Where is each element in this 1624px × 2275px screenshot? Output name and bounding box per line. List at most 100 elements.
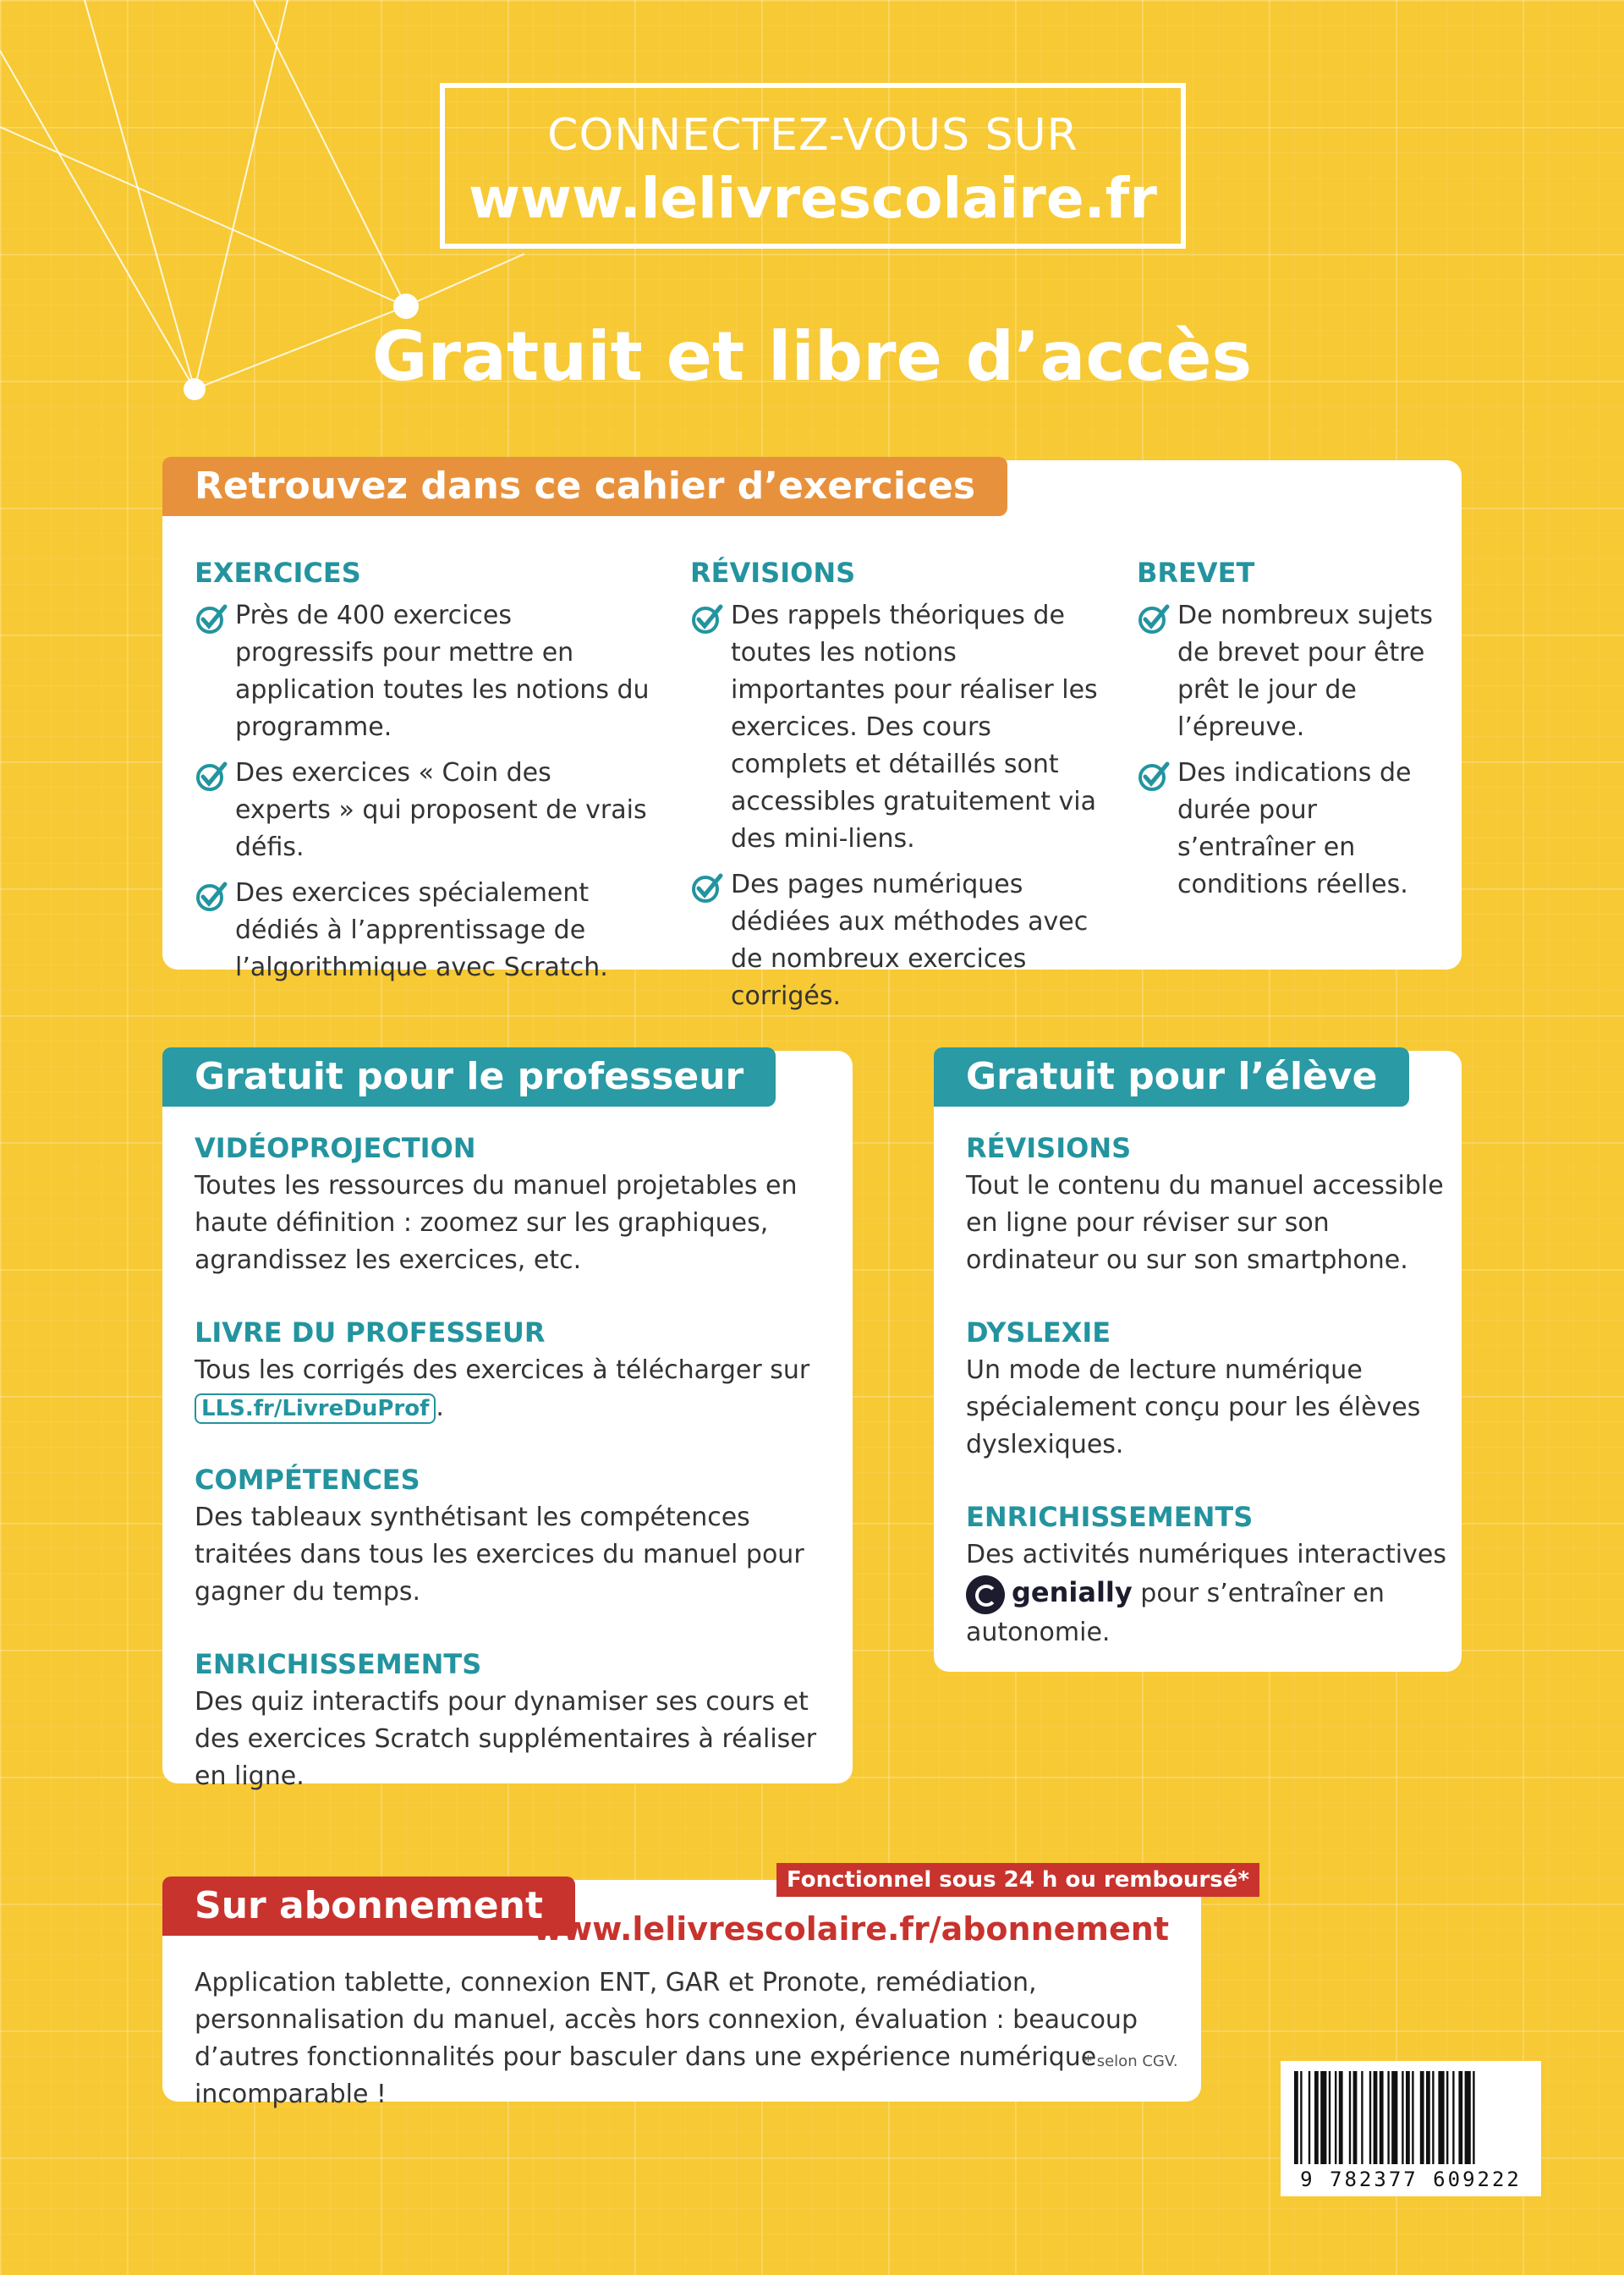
column-heading: BREVET bbox=[1137, 557, 1255, 589]
website-link[interactable]: www.lelivrescolaire.fr bbox=[469, 166, 1157, 231]
column-exercices: EXERCICES Près de 400 exercices progress… bbox=[195, 557, 651, 995]
section-text: Des quiz interactifs pour dynamiser ses … bbox=[195, 1687, 817, 1791]
cahier-tag: Retrouvez dans ce cahier d’exercices bbox=[162, 457, 1008, 516]
list-item-text: Près de 400 exercices progressifs pour m… bbox=[235, 601, 650, 742]
prof-section-livre: LIVRE DU PROFESSEUR Tous les corrigés de… bbox=[195, 1316, 837, 1426]
livre-du-prof-link[interactable]: LLS.fr/LivreDuProf bbox=[195, 1393, 436, 1424]
section-text-main: Des activités numériques interactives bbox=[966, 1540, 1446, 1569]
check-icon bbox=[196, 604, 228, 634]
professeur-card bbox=[162, 1051, 853, 1783]
barcode-bars bbox=[1294, 2071, 1475, 2164]
barcode-bar bbox=[1294, 2071, 1298, 2164]
check-icon bbox=[692, 604, 723, 634]
list-item-text: Des pages numériques dédiées aux méthode… bbox=[731, 870, 1089, 1011]
list-item: Des indications de durée pour s’entraîne… bbox=[1137, 755, 1433, 904]
column-revisions: RÉVISIONS Des rappels théoriques de tout… bbox=[690, 557, 1113, 1024]
check-icon bbox=[196, 882, 228, 911]
section-heading: VIDÉOPROJECTION bbox=[195, 1132, 476, 1164]
isbn-number: 9 782377 609222 bbox=[1300, 2168, 1522, 2191]
link-suffix: . bbox=[436, 1393, 444, 1422]
list-item-text: Des exercices « Coin des experts » qui p… bbox=[235, 758, 647, 862]
barcode-bar bbox=[1446, 2071, 1449, 2164]
barcode-bar bbox=[1328, 2071, 1331, 2164]
list-item: De nombreux sujets de brevet pour être p… bbox=[1137, 597, 1433, 746]
eleve-card bbox=[934, 1051, 1462, 1672]
section-heading: DYSLEXIE bbox=[966, 1316, 1111, 1349]
professeur-tag: Gratuit pour le professeur bbox=[162, 1047, 776, 1107]
eleve-section-enrichissements: ENRICHISSEMENTS Des activités numériques… bbox=[966, 1501, 1448, 1651]
list-item-text: Des indications de durée pour s’entraîne… bbox=[1177, 758, 1412, 899]
barcode-bar bbox=[1402, 2071, 1404, 2164]
barcode-bar bbox=[1335, 2071, 1337, 2164]
barcode-bar bbox=[1391, 2071, 1398, 2164]
abonnement-tag: Sur abonnement bbox=[162, 1877, 575, 1936]
abonnement-link[interactable]: www.lelivrescolaire.fr/abonnement bbox=[533, 1910, 1169, 1948]
list-item: Près de 400 exercices progressifs pour m… bbox=[195, 597, 651, 746]
eleve-section-dyslexie: DYSLEXIE Un mode de lecture numérique sp… bbox=[966, 1316, 1448, 1464]
genially-logo-icon bbox=[966, 1574, 1005, 1614]
barcode-bar bbox=[1426, 2071, 1430, 2164]
check-icon bbox=[1138, 761, 1170, 791]
barcode-bar bbox=[1379, 2071, 1384, 2164]
barcode-bar bbox=[1452, 2071, 1455, 2164]
prof-section-enrichissements: ENRICHISSEMENTS Des quiz interactifs pou… bbox=[195, 1648, 837, 1795]
barcode-bar bbox=[1458, 2071, 1463, 2164]
barcode-bar bbox=[1438, 2071, 1445, 2164]
column-heading: RÉVISIONS bbox=[690, 557, 856, 589]
barcode-bar bbox=[1473, 2071, 1475, 2164]
genially-brand: genially bbox=[1012, 1576, 1133, 1608]
section-text: Tous les corrigés des exercices à téléch… bbox=[195, 1352, 837, 1426]
section-heading: ENRICHISSEMENTS bbox=[195, 1648, 482, 1680]
barcode-bar bbox=[1348, 2071, 1352, 2164]
column-brevet: BREVET De nombreux sujets de brevet pour… bbox=[1137, 557, 1433, 912]
barcode-bar bbox=[1406, 2071, 1410, 2164]
barcode-bar bbox=[1338, 2071, 1343, 2164]
barcode-bar bbox=[1373, 2071, 1378, 2164]
list-item: Des rappels théoriques de toutes les not… bbox=[690, 597, 1113, 858]
section-heading: LIVRE DU PROFESSEUR bbox=[195, 1316, 546, 1349]
section-text: Des tableaux synthétisant les compétence… bbox=[195, 1503, 804, 1607]
barcode-bar bbox=[1412, 2071, 1414, 2164]
barcode-bar bbox=[1300, 2071, 1303, 2164]
list-item-text: Des exercices spécialement dédiés à l’ap… bbox=[235, 878, 608, 982]
connect-banner: CONNECTEZ-VOUS SUR www.lelivrescolaire.f… bbox=[440, 83, 1186, 249]
footnote: * selon CGV. bbox=[1084, 2052, 1178, 2070]
section-text-main: Tous les corrigés des exercices à téléch… bbox=[195, 1355, 810, 1385]
eleve-tag: Gratuit pour l’élève bbox=[934, 1047, 1410, 1107]
barcode-bar bbox=[1387, 2071, 1390, 2164]
section-text: Toutes les ressources du manuel projetab… bbox=[195, 1171, 798, 1275]
section-heading: ENRICHISSEMENTS bbox=[966, 1501, 1254, 1533]
section-text: Tout le contenu du manuel accessible en … bbox=[966, 1171, 1444, 1275]
barcode-bar bbox=[1432, 2071, 1435, 2164]
cahier-card bbox=[162, 460, 1462, 970]
barcode-bar bbox=[1361, 2071, 1363, 2164]
barcode-bar bbox=[1320, 2071, 1327, 2164]
barcode-bar bbox=[1352, 2071, 1358, 2164]
section-heading: COMPÉTENCES bbox=[195, 1464, 420, 1496]
list-item-text: Des rappels théoriques de toutes les not… bbox=[731, 601, 1098, 854]
eleve-section-revisions: RÉVISIONS Tout le contenu du manuel acce… bbox=[966, 1132, 1448, 1279]
check-icon bbox=[196, 761, 228, 791]
barcode-bar bbox=[1419, 2071, 1424, 2164]
check-icon bbox=[1138, 604, 1170, 634]
abonnement-text: Application tablette, connexion ENT, GAR… bbox=[195, 1968, 1138, 2109]
connect-label: CONNECTEZ-VOUS SUR bbox=[547, 110, 1078, 161]
list-item: Des exercices « Coin des experts » qui p… bbox=[195, 755, 651, 866]
list-item: Des pages numériques dédiées aux méthode… bbox=[690, 866, 1113, 1015]
section-text-end: pour s’entraîner en autonomie. bbox=[966, 1579, 1385, 1647]
prof-section-competences: COMPÉTENCES Des tableaux synthétisant le… bbox=[195, 1464, 837, 1611]
barcode-bar bbox=[1369, 2071, 1372, 2164]
barcode: 9 782377 609222 bbox=[1281, 2061, 1541, 2196]
prof-section-videoprojection: VIDÉOPROJECTION Toutes les ressources du… bbox=[195, 1132, 837, 1279]
list-item: Des exercices spécialement dédiés à l’ap… bbox=[195, 875, 651, 986]
barcode-bar bbox=[1314, 2071, 1319, 2164]
page-title: Gratuit et libre d’accès bbox=[371, 317, 1253, 396]
rembourse-badge: Fonctionnel sous 24 h ou remboursé* bbox=[776, 1863, 1259, 1897]
check-icon bbox=[692, 873, 723, 903]
section-text: Des activités numériques interactives ge… bbox=[966, 1536, 1448, 1651]
column-heading: EXERCICES bbox=[195, 557, 361, 589]
section-heading: RÉVISIONS bbox=[966, 1132, 1132, 1164]
section-text: Un mode de lecture numérique spécialemen… bbox=[966, 1355, 1421, 1459]
network-decoration bbox=[0, 0, 524, 400]
list-item-text: De nombreux sujets de brevet pour être p… bbox=[1177, 601, 1433, 742]
